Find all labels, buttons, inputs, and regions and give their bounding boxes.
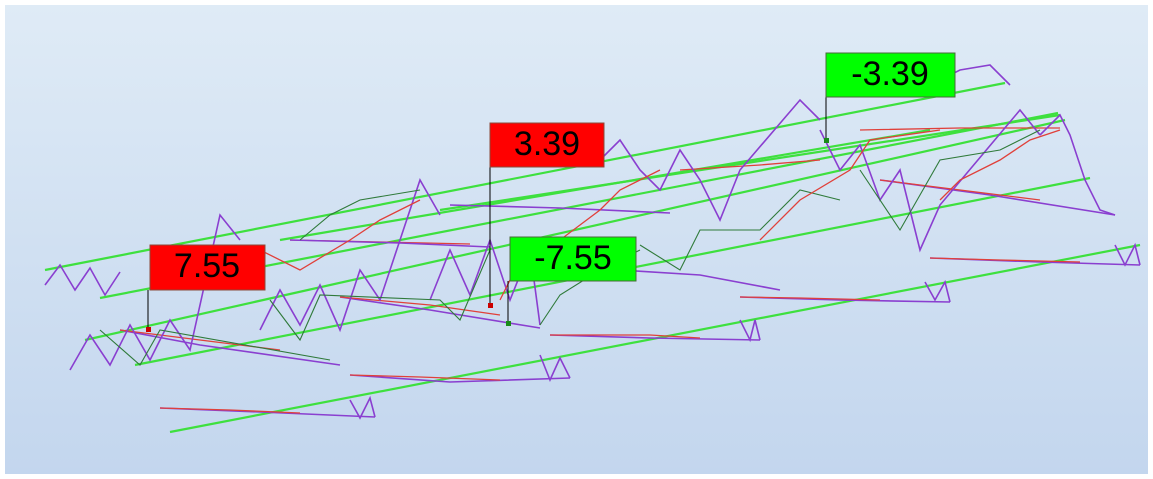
label-box <box>489 122 605 168</box>
label-text: 3.39 <box>514 125 580 163</box>
result-labels: 7.55 3.39 -7.55 -3.39 <box>146 52 956 332</box>
label-box <box>149 244 266 291</box>
label-text: -7.55 <box>534 239 612 277</box>
label-text: -3.39 <box>851 55 929 93</box>
label-box <box>825 52 956 98</box>
truss-model <box>44 59 1141 434</box>
label-text: 7.55 <box>174 247 240 285</box>
node-marker <box>146 327 151 332</box>
node-marker <box>488 303 493 308</box>
label-box <box>509 236 637 282</box>
node-marker <box>824 138 829 143</box>
node-marker <box>506 321 511 326</box>
